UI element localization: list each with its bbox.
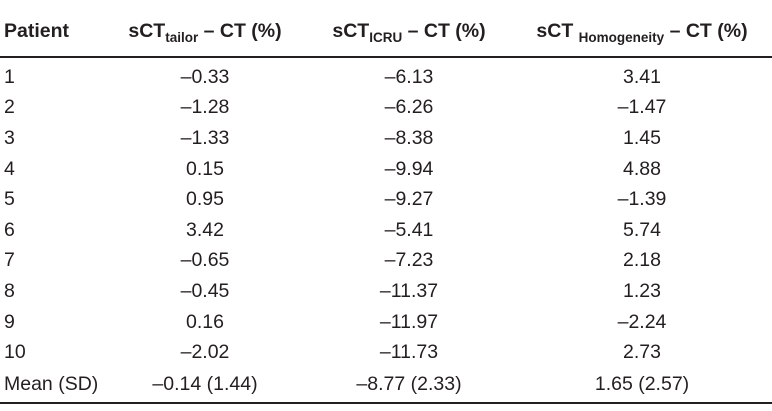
sct-homogeneity-cell: –1.47 <box>617 96 667 119</box>
patient-cell: 8 <box>4 279 15 302</box>
sct-icru-summary-cell: –8.77 (2.33) <box>306 367 512 404</box>
sct-icru-cell: –8.38 <box>384 126 434 149</box>
table-row: 7 –0.65 –7.23 2.18 <box>0 246 772 277</box>
patient-cell: 10 <box>4 341 26 364</box>
table-row: 4 0.15 –9.94 4.88 <box>0 154 772 185</box>
patient-cell: 5 <box>4 188 15 211</box>
table-row: 1 –0.33 –6.13 3.41 <box>0 57 772 93</box>
sct-tailor-cell: –0.33 <box>180 65 230 88</box>
sct-homogeneity-summary-cell: 1.65 (2.57) <box>512 367 772 404</box>
sct-tailor-cell: 0.15 <box>186 157 224 180</box>
sct-homogeneity-cell: 1.23 <box>623 279 661 302</box>
sct-icru-cell: –9.27 <box>384 188 434 211</box>
patient-cell: 7 <box>4 249 15 272</box>
header-sct-icru: sCTICRU – CT (%) <box>306 6 512 58</box>
table-row: 6 3.42 –5.41 5.74 <box>0 215 772 246</box>
patient-cell: 4 <box>4 157 15 180</box>
sct-icru-cell: –11.97 <box>379 310 439 333</box>
sct-tailor-summary-cell: –0.14 (1.44) <box>104 367 306 404</box>
sct-tailor-cell: –2.02 <box>180 341 230 364</box>
summary-label-cell: Mean (SD) <box>0 367 104 404</box>
patient-cell: 6 <box>4 218 15 241</box>
patient-cell: 9 <box>4 310 15 333</box>
sct-homogeneity-cell: 3.41 <box>623 65 661 88</box>
sct-tailor-cell: –1.28 <box>180 96 230 119</box>
sct-icru-cell: –9.94 <box>384 157 434 180</box>
patient-cell: 2 <box>4 96 15 119</box>
table-row: 3 –1.33 –8.38 1.45 <box>0 123 772 154</box>
sct-homogeneity-cell: 5.74 <box>623 218 661 241</box>
patient-cell: 3 <box>4 126 15 149</box>
header-row: Patient sCTtailor – CT (%) sCTICRU – CT … <box>0 6 772 58</box>
table-row: 2 –1.28 –6.26 –1.47 <box>0 93 772 124</box>
header-sct-tailor: sCTtailor – CT (%) <box>104 6 306 58</box>
table-row: 5 0.95 –9.27 –1.39 <box>0 184 772 215</box>
sct-tailor-cell: 0.95 <box>186 188 224 211</box>
table-row: 9 0.16 –11.97 –2.24 <box>0 307 772 338</box>
sct-icru-cell: –6.26 <box>384 96 434 119</box>
sct-icru-cell: –7.23 <box>384 249 434 272</box>
sct-homogeneity-cell: 4.88 <box>623 157 661 180</box>
sct-homogeneity-cell: –1.39 <box>617 188 667 211</box>
sct-homogeneity-cell: 2.73 <box>623 341 661 364</box>
sct-homogeneity-cell: 2.18 <box>623 249 661 272</box>
sct-tailor-cell: –0.65 <box>180 249 230 272</box>
sct-homogeneity-cell: 1.45 <box>623 126 661 149</box>
results-table: Patient sCTtailor – CT (%) sCTICRU – CT … <box>0 6 772 404</box>
sct-tailor-cell: –1.33 <box>180 126 230 149</box>
sct-icru-cell: –11.73 <box>379 341 439 364</box>
sct-tailor-cell: 0.16 <box>186 310 224 333</box>
patient-cell: 1 <box>4 65 15 88</box>
sct-homogeneity-cell: –2.24 <box>617 310 667 333</box>
sct-tailor-cell: –0.45 <box>180 279 230 302</box>
sct-icru-cell: –5.41 <box>384 218 434 241</box>
sct-tailor-cell: 3.42 <box>186 218 224 241</box>
sct-icru-cell: –6.13 <box>384 65 434 88</box>
summary-row: Mean (SD) –0.14 (1.44) –8.77 (2.33) 1.65… <box>0 367 772 404</box>
header-sct-homogeneity: sCT Homogeneity – CT (%) <box>512 6 772 58</box>
header-patient: Patient <box>0 6 104 58</box>
table-row: 8 –0.45 –11.37 1.23 <box>0 276 772 307</box>
table-row: 10 –2.02 –11.73 2.73 <box>0 337 772 368</box>
sct-icru-cell: –11.37 <box>379 279 439 302</box>
